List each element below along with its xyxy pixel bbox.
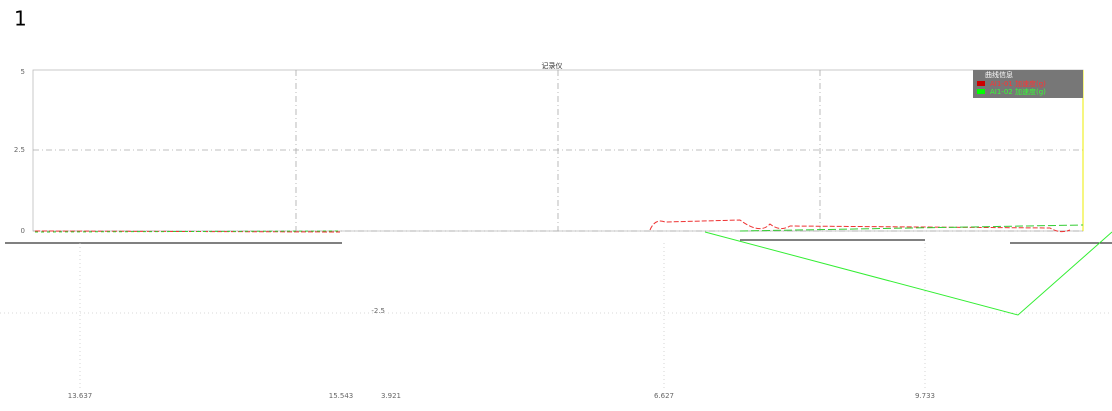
x-tick-label: 9.733 [915, 392, 935, 400]
legend-swatch [977, 81, 985, 86]
red-curve [34, 230, 341, 233]
chart-title: 记录仪 [542, 62, 563, 70]
legend-title: 曲线信息 [985, 70, 1013, 79]
x-tick-label: 6.627 [654, 392, 674, 400]
y-tick-label: -2.5 [371, 307, 385, 315]
red-curve [649, 219, 1071, 233]
y-tick-label: 5 [21, 68, 25, 76]
y-tick-label: 0 [21, 227, 25, 235]
x-tick-label: 13.637 [68, 392, 93, 400]
legend [973, 70, 1083, 98]
page-number: 1 [14, 7, 27, 31]
green-curve [34, 230, 341, 233]
x-tick-label: 3.921 [381, 392, 401, 400]
legend-entry: AI1-02 加速度(g) [990, 87, 1046, 96]
green-curve [704, 231, 1112, 316]
legend-entry: AI1-01 加速度(g) [990, 79, 1046, 88]
green-curve [739, 224, 1084, 232]
y-tick-label: 2.5 [14, 146, 25, 154]
x-tick-label: 15.543 [329, 392, 354, 400]
legend-swatch [977, 89, 985, 94]
